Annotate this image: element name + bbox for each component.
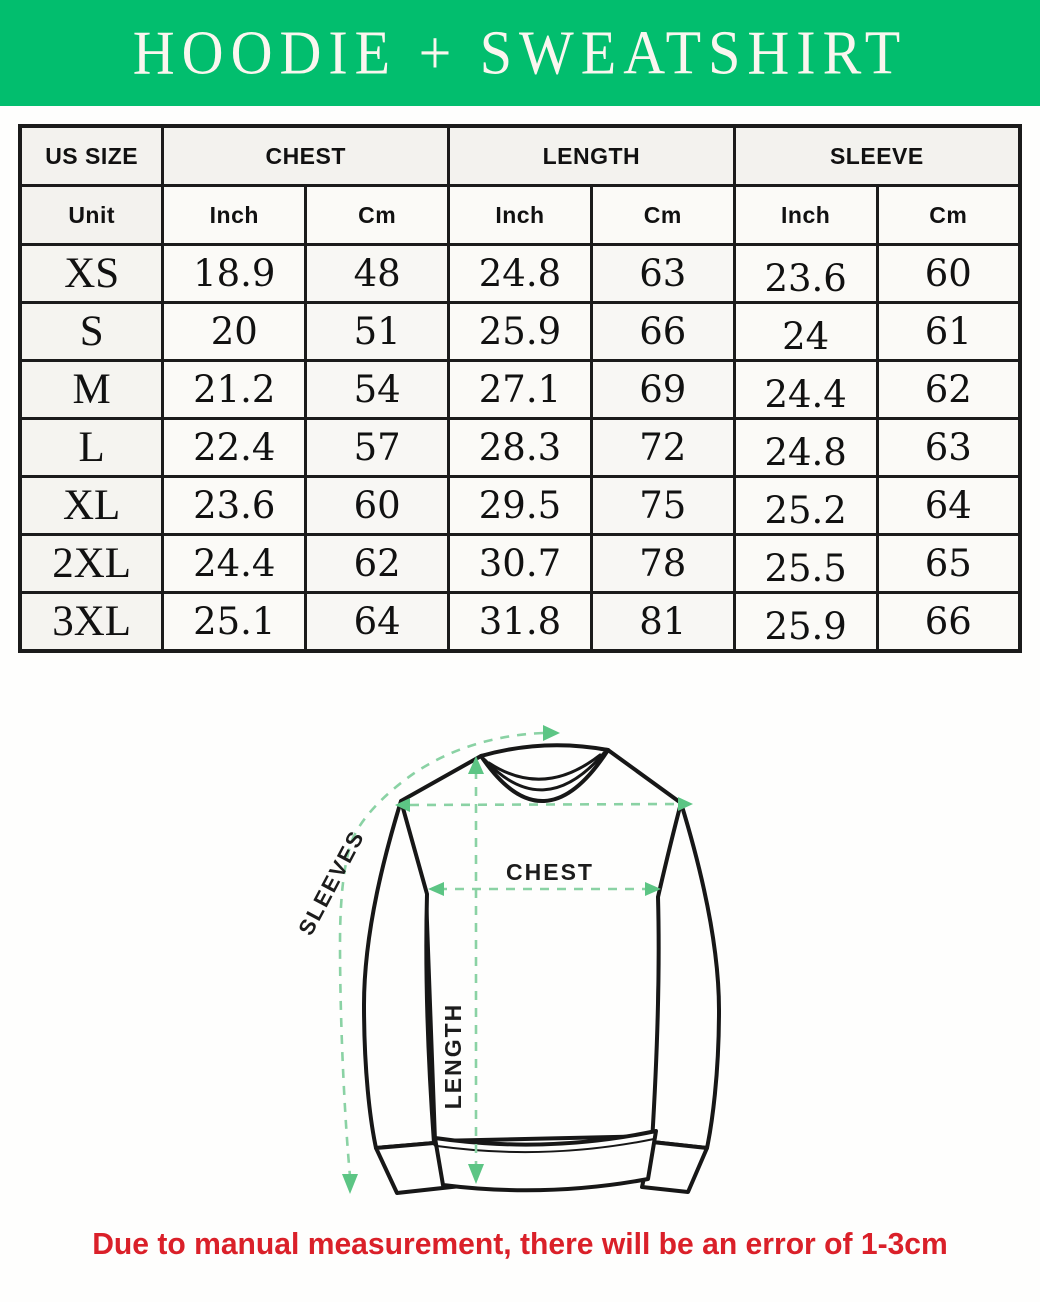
measurement-cell: 22.4 (161, 417, 308, 478)
measurement-cell: 25.1 (161, 591, 308, 653)
chest-label: CHEST (506, 859, 594, 885)
sweatshirt-diagram: CHEST LENGTH SLEEVES (298, 725, 721, 1195)
measurement-cell: 57 (304, 417, 451, 478)
measurement-cell: 51 (304, 301, 451, 362)
measurement-cell: 62 (304, 533, 451, 594)
size-table-body: XS 18.9 48 24.8 63 23.6 60 S 20 51 25.9 66 24 61 M 21.2… (18, 243, 1022, 653)
shoulder-measure-line (409, 802, 679, 807)
measurement-cell: 63 (589, 243, 736, 304)
unit-header: Unit (18, 184, 165, 246)
measurement-cell: 72 (589, 417, 736, 478)
arrow-left-icon (395, 798, 410, 812)
measurement-arrows (342, 725, 693, 1194)
size-cell: S (18, 301, 165, 362)
measurement-cell: 25.9 (447, 301, 593, 362)
measurement-cell: 25.9 (732, 591, 879, 653)
size-table: US SIZE CHEST LENGTH SLEEVE Unit Inch Cm Inch C… (18, 124, 1022, 653)
measurement-cell: 60 (875, 243, 1022, 304)
measurement-cell: 60 (304, 475, 451, 536)
measurement-cell: 64 (875, 475, 1022, 536)
table-row: M 21.2 54 27.1 69 24.4 62 (18, 359, 1022, 420)
arrow-down-icon (468, 1164, 484, 1184)
measurement-cell: 21.2 (161, 359, 308, 420)
measurement-cell: 65 (875, 533, 1022, 594)
table-row: S 20 51 25.9 66 24 61 (18, 301, 1022, 362)
measurement-cell: 54 (304, 359, 451, 420)
sweatshirt-outline (362, 743, 721, 1195)
measurement-cell: 69 (589, 359, 736, 420)
size-cell: 3XL (18, 591, 165, 653)
size-cell: XL (18, 475, 165, 536)
table-row: XS 18.9 48 24.8 63 23.6 60 (18, 243, 1022, 304)
size-cell: XS (18, 243, 165, 304)
measurement-cell: 23.6 (732, 243, 879, 304)
unit-header: Cm (875, 184, 1022, 246)
size-cell: L (18, 417, 165, 478)
measurement-cell: 81 (589, 591, 736, 653)
measurement-lines (338, 731, 679, 1177)
measurement-cell: 24 (732, 301, 879, 362)
measurement-cell: 64 (304, 591, 451, 653)
measurement-cell: 24.4 (732, 359, 879, 420)
arrow-up-icon (468, 756, 484, 774)
measurement-cell: 24.4 (161, 533, 308, 594)
measurement-cell: 27.1 (447, 359, 593, 420)
measurement-cell: 66 (875, 591, 1022, 653)
unit-header: Cm (589, 184, 736, 246)
measurement-cell: 28.3 (447, 417, 593, 478)
arrow-right-icon (543, 725, 560, 741)
table-row: 3XL 25.1 64 31.8 81 25.9 66 (18, 591, 1022, 653)
table-unit-row: Unit Inch Cm Inch Cm Inch Cm (18, 184, 1022, 246)
measurement-cell: 23.6 (161, 475, 308, 536)
measurement-cell: 75 (589, 475, 736, 536)
column-group-header: LENGTH (447, 124, 736, 187)
measurement-cell: 48 (304, 243, 451, 304)
unit-header: Inch (447, 184, 593, 246)
table-row: 2XL 24.4 62 30.7 78 25.5 65 (18, 533, 1022, 594)
measurement-cell: 24.8 (732, 417, 879, 478)
table-row: XL 23.6 60 29.5 75 25.2 64 (18, 475, 1022, 536)
measurement-disclaimer: Due to manual measurement, there will be… (92, 1226, 948, 1261)
unit-header: Cm (304, 184, 451, 246)
measurement-cell: 25.2 (732, 475, 879, 536)
arrow-down-icon (342, 1174, 358, 1194)
length-label: LENGTH (440, 1003, 466, 1110)
measurement-cell: 61 (875, 301, 1022, 362)
measurement-cell: 62 (875, 359, 1022, 420)
unit-header: Inch (161, 184, 308, 246)
size-table-head: US SIZE CHEST LENGTH SLEEVE Unit Inch Cm Inch C… (18, 124, 1022, 246)
table-group-row: US SIZE CHEST LENGTH SLEEVE (18, 124, 1022, 187)
measurement-cell: 78 (589, 533, 736, 594)
header-banner: HOODIE + SWEATSHIRT (0, 0, 1040, 106)
table-row: L 22.4 57 28.3 72 24.8 63 (18, 417, 1022, 478)
measurement-cell: 29.5 (447, 475, 593, 536)
measurement-cell: 25.5 (732, 533, 879, 594)
arrow-right-icon (678, 797, 693, 811)
measurement-cell: 63 (875, 417, 1022, 478)
size-cell: M (18, 359, 165, 420)
measurement-cell: 30.7 (447, 533, 593, 594)
page-title: HOODIE + SWEATSHIRT (132, 17, 908, 88)
measurement-cell: 24.8 (447, 243, 593, 304)
measurement-cell: 20 (161, 301, 308, 362)
measurement-cell: 18.9 (161, 243, 308, 304)
column-group-header: SLEEVE (732, 124, 1022, 187)
arrow-right-icon (645, 882, 661, 896)
unit-header: Inch (732, 184, 879, 246)
measurement-cell: 66 (589, 301, 736, 362)
sleeves-label: SLEEVES (298, 826, 370, 940)
column-group-header: CHEST (161, 124, 451, 187)
measurement-cell: 31.8 (447, 591, 593, 653)
column-group-header: US SIZE (18, 124, 165, 187)
size-cell: 2XL (18, 533, 165, 594)
arrow-left-icon (428, 882, 444, 896)
